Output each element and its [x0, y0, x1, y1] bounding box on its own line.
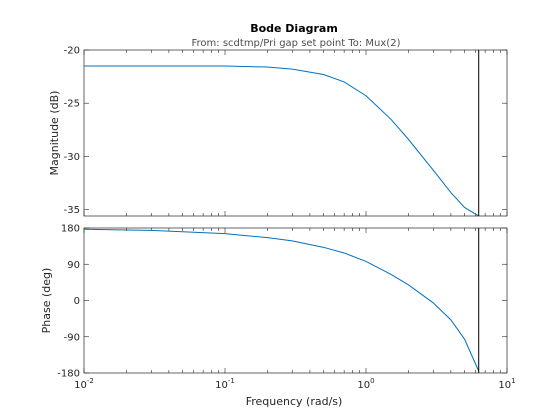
phase-y-tick-label: -90 [64, 332, 80, 343]
phase-y-axis-label: Phase (deg) [40, 268, 53, 334]
magnitude-series-line [84, 65, 479, 216]
x-tick-label: 10-1 [215, 377, 235, 391]
panel-phase: 180 90 0 -90 -180 Phase (deg) 10-2 10-1 100 101 [40, 224, 516, 392]
x-tick-label: 100 [357, 377, 374, 391]
x-tick-label: 101 [498, 377, 515, 391]
phase-y-tick-label: 180 [61, 224, 80, 235]
phase-y-tick-label: 0 [74, 296, 80, 307]
x-tick-label: 10-2 [74, 377, 94, 391]
magnitude-y-tick-label: -25 [64, 99, 80, 110]
phase-plot-frame [83, 227, 508, 374]
chart-title: Bode Diagram [250, 22, 338, 35]
magnitude-plot-frame [83, 49, 508, 217]
phase-series-line [84, 228, 480, 372]
magnitude-y-tick-label: -35 [64, 205, 80, 216]
magnitude-y-tick-label: -30 [64, 152, 80, 163]
phase-y-tick-label: -180 [57, 369, 80, 380]
phase-y-tick-label: 90 [67, 260, 80, 271]
magnitude-y-tick-label: -20 [64, 46, 80, 57]
magnitude-y-axis-label: Magnitude (dB) [48, 91, 61, 176]
chart-subtitle: From: scdtmp/Pri gap set point To: Mux(2… [192, 38, 401, 49]
x-axis-label: Frequency (rad/s) [246, 395, 343, 408]
panel-magnitude: -20 -25 -30 -35 Magnitude (dB) [48, 46, 508, 217]
